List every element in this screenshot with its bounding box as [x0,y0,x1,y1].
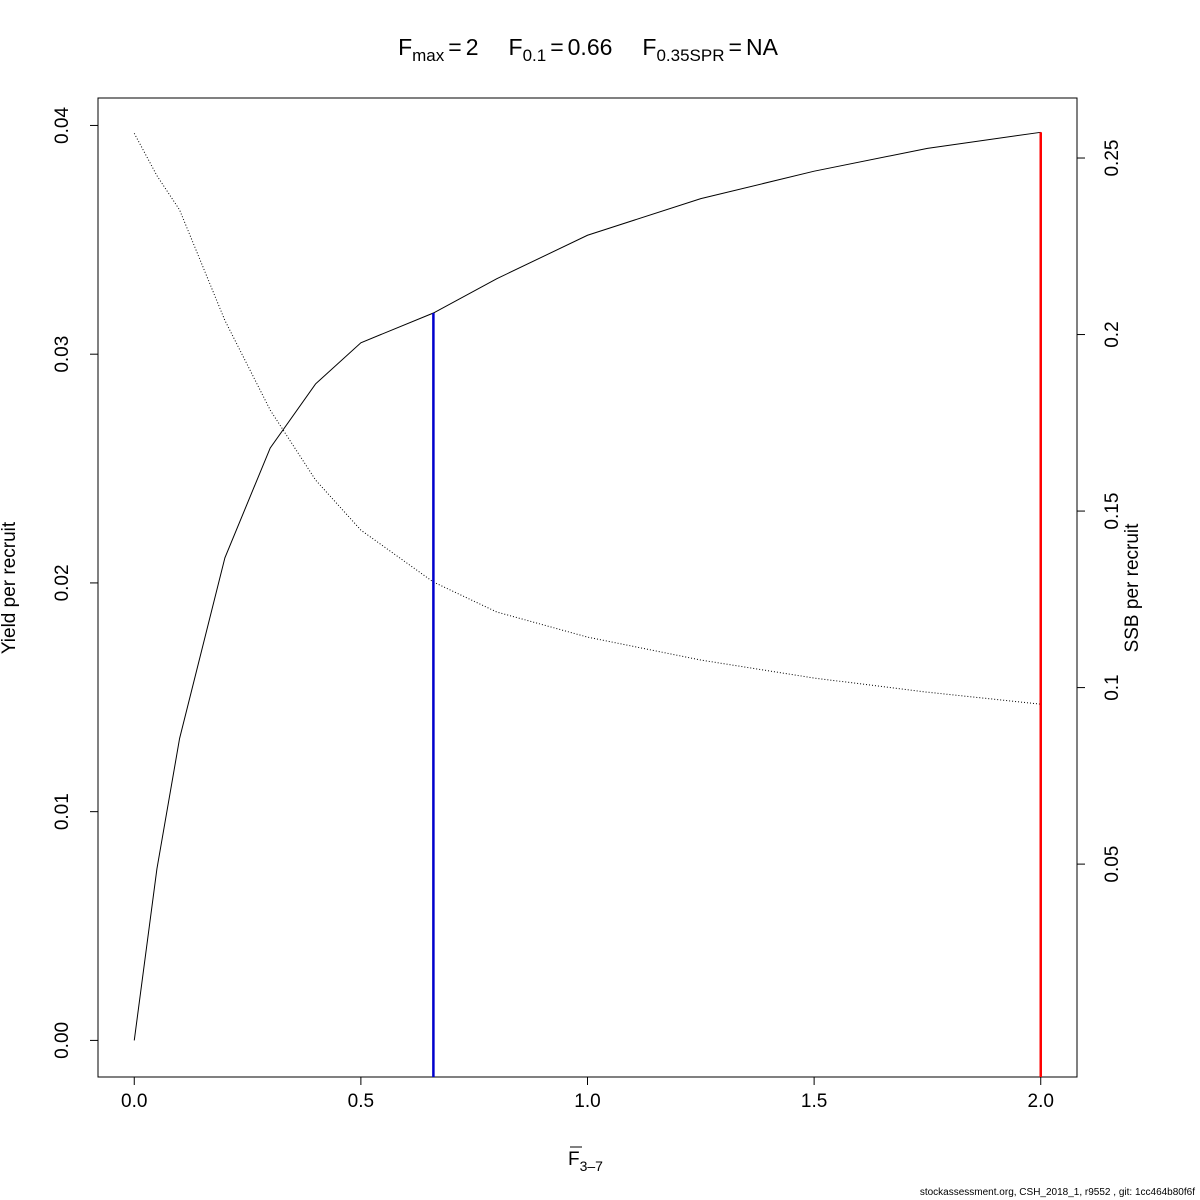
title-value: 2 [466,34,479,60]
title-subscript: 0.1 [523,46,547,65]
title-relation: = [550,34,563,60]
x-tick-label: 1.5 [801,1091,827,1112]
series-line [133,131,1041,1041]
plot-frame [97,97,1078,1078]
x-axis-title: F3–7 [568,1149,603,1174]
title-relation: = [448,34,461,60]
y-axis-title: Yield per recruit [0,521,20,654]
x-tick-label: 0.5 [348,1091,374,1112]
y2-tick-label: 0.05 [1102,846,1123,883]
x-tick-label: 2.0 [1028,1091,1054,1112]
y-tick-label: 0.02 [52,564,73,601]
y-tick-label: 0.03 [52,336,73,373]
title-relation: = [729,34,742,60]
y2-tick-label: 0.2 [1102,321,1123,347]
title-symbol: F [509,34,523,60]
title-subscript: 0.35SPR [656,46,724,65]
series-line [133,133,1041,705]
y2-tick-label: 0.25 [1102,140,1123,177]
title-subscript: max [412,46,445,65]
x-tick-label: 0.0 [121,1091,147,1112]
title-value: NA [746,34,779,60]
y2-axis-title: SSB per recruit [1122,523,1143,653]
y-tick-label: 0.01 [52,793,73,830]
footer: stockassessment.org, CSH_2018_1, r9552 ,… [920,1187,1195,1198]
x-label-symbol: F [568,1149,580,1170]
title-symbol: F [398,34,412,60]
x-tick-label: 1.0 [574,1091,600,1112]
x-label-subscript: 3–7 [580,1158,604,1174]
chart-title: Fmax = 2 F0.1 = 0.66 F0.35SPR = NA [398,34,778,65]
y-tick-label: 0.04 [52,107,73,144]
title-symbol: F [642,34,656,60]
y2-tick-label: 0.1 [1102,674,1123,700]
title-value: 0.66 [568,34,613,60]
y-tick-label: 0.00 [52,1022,73,1059]
y2-tick-label: 0.15 [1102,493,1123,530]
